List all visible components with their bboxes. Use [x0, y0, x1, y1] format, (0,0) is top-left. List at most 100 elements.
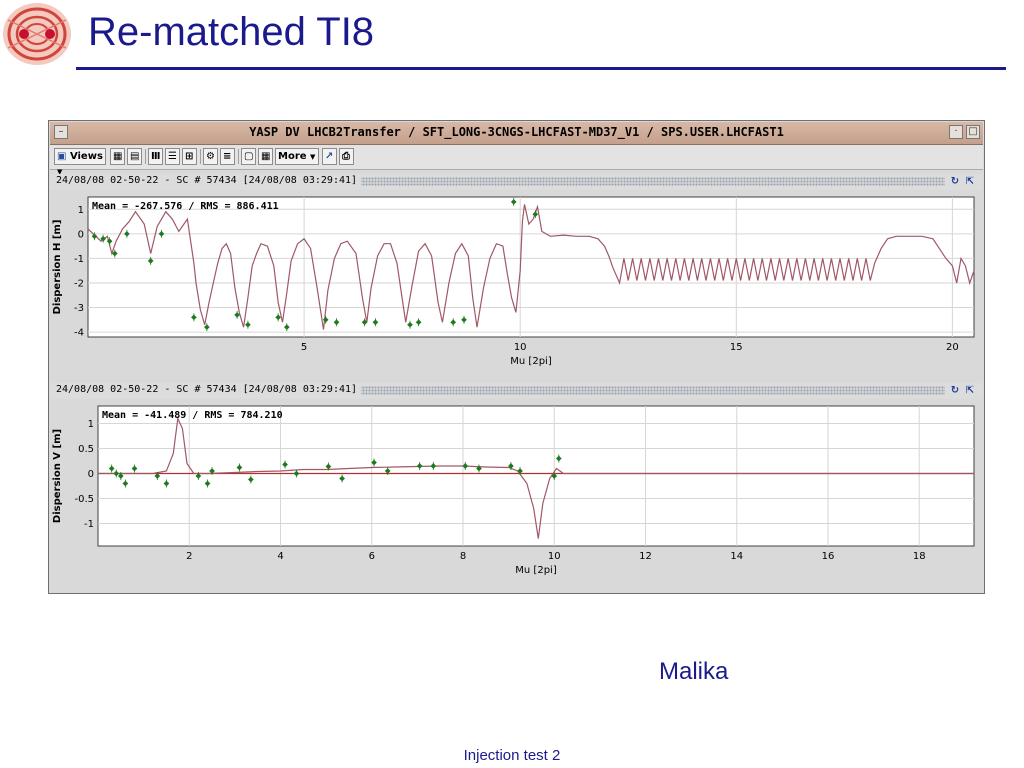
- y-tick-label: 0: [88, 469, 94, 480]
- panel-v-header: 24/08/08 02-50-22 - SC # 57434 [24/08/08…: [50, 383, 983, 399]
- measurement-point: [275, 314, 281, 321]
- views-label: Views: [69, 151, 103, 162]
- x-tick-label: 18: [913, 551, 926, 562]
- chevron-down-icon: ▼: [57, 168, 63, 176]
- measurement-point: [384, 468, 391, 474]
- measurement-point: [361, 319, 368, 326]
- measurement-point: [415, 319, 422, 326]
- minimize-button[interactable]: ·: [949, 125, 963, 139]
- measurement-point: [147, 258, 154, 264]
- y-tick-label: -2: [74, 278, 84, 289]
- title-underline: [76, 67, 1006, 70]
- toolbar-divider: [200, 149, 201, 164]
- measurement-point: [283, 324, 290, 331]
- author-name: Malika: [659, 658, 729, 685]
- x-tick-label: 8: [460, 551, 466, 562]
- y-tick-label: 0: [78, 229, 84, 240]
- model-curve: [98, 416, 974, 539]
- layout-grid-icon[interactable]: ▦: [110, 148, 125, 165]
- toolbar: ▣ Views ▼ ▦ ▤ Ⅲ ☰ ⊞ ⚙ ≡ ▢ ▦ More ▼ ↗ ⎙: [50, 145, 983, 176]
- measurement-point: [113, 470, 120, 477]
- measurement-point: [163, 480, 170, 487]
- measurement-point: [372, 319, 379, 326]
- x-tick-label: 20: [946, 342, 959, 353]
- detach-icon[interactable]: ⇱: [965, 176, 975, 187]
- views-icon: ▣: [57, 151, 67, 162]
- more-label: More: [278, 151, 307, 162]
- columns-icon[interactable]: Ⅲ: [148, 148, 163, 165]
- measurement-point: [100, 235, 106, 242]
- window-title: YASP DV LHCB2Transfer / SFT_LONG-3CNGS-L…: [249, 125, 784, 139]
- y-tick-label: 1: [78, 205, 84, 216]
- panel-header-grip: [344, 177, 945, 186]
- y-tick-label: -4: [74, 328, 84, 339]
- x-tick-label: 5: [301, 342, 307, 353]
- print-icon[interactable]: ⎙: [339, 148, 354, 165]
- x-tick-label: 15: [730, 342, 743, 353]
- x-tick-label: 6: [369, 551, 375, 562]
- rows-icon[interactable]: ☰: [165, 148, 180, 165]
- measurement-point: [293, 470, 300, 477]
- panel-header-grip: [344, 386, 945, 395]
- measurement-point: [117, 473, 124, 479]
- panel-v-header-text: 24/08/08 02-50-22 - SC # 57434 [24/08/08…: [56, 384, 362, 395]
- stats-annotation: Mean = -267.576 / RMS = 886.411: [92, 201, 279, 212]
- chevron-down-icon: ▼: [310, 153, 316, 161]
- measurement-point: [325, 463, 332, 470]
- measurement-point: [154, 473, 161, 479]
- window-menu-button[interactable]: –: [54, 125, 68, 139]
- y-tick-label: -1: [84, 519, 94, 530]
- window-titlebar[interactable]: – YASP DV LHCB2Transfer / SFT_LONG-3CNGS…: [50, 122, 983, 145]
- tiles-icon[interactable]: ⊞: [182, 148, 197, 165]
- layout-split-icon[interactable]: ▤: [127, 148, 142, 165]
- x-tick-label: 14: [730, 551, 743, 562]
- measurement-point: [209, 468, 215, 474]
- stats-annotation: Mean = -41.489 / RMS = 784.210: [102, 410, 283, 421]
- x-tick-label: 4: [277, 551, 283, 562]
- x-tick-label: 2: [186, 551, 192, 562]
- measurement-point: [131, 465, 138, 472]
- more-button[interactable]: More ▼: [275, 148, 319, 165]
- measurement-point: [476, 465, 482, 472]
- slide-footer: Injection test 2: [463, 747, 561, 764]
- y-tick-label: -0.5: [74, 494, 94, 505]
- x-tick-label: 16: [822, 551, 835, 562]
- slide-title: Re-matched TI8: [88, 10, 375, 54]
- lhc-logo: [3, 3, 71, 65]
- model-curve: [87, 204, 975, 330]
- toolbar-divider: [145, 149, 146, 164]
- y-tick-label: 1: [88, 419, 94, 430]
- measurement-point: [450, 319, 457, 326]
- x-tick-label: 12: [639, 551, 652, 562]
- x-tick-label: 10: [548, 551, 561, 562]
- panel-h-header-text: 24/08/08 02-50-22 - SC # 57434 [24/08/08…: [56, 175, 362, 186]
- measurement-point: [248, 476, 254, 483]
- export-icon[interactable]: ↗: [322, 148, 337, 165]
- measurement-point: [551, 473, 558, 479]
- measurement-point: [339, 475, 345, 482]
- refresh-icon[interactable]: ↻: [950, 176, 960, 187]
- measurement-point: [245, 321, 251, 328]
- y-axis-label: Dispersion V [m]: [52, 429, 63, 523]
- detach-icon[interactable]: ⇱: [965, 385, 975, 396]
- measurement-point: [236, 464, 243, 471]
- x-axis-label: Mu [2pi]: [510, 356, 552, 367]
- measurement-point: [407, 321, 413, 328]
- x-tick-label: 10: [514, 342, 527, 353]
- settings-icon[interactable]: ⚙: [203, 148, 218, 165]
- measurement-point: [204, 480, 211, 487]
- yasp-window: – YASP DV LHCB2Transfer / SFT_LONG-3CNGS…: [48, 120, 985, 594]
- measurement-point: [532, 211, 539, 218]
- measurement-point: [204, 324, 210, 331]
- refresh-icon[interactable]: ↻: [950, 385, 960, 396]
- measurement-point: [508, 463, 514, 469]
- list-icon[interactable]: ≡: [220, 148, 235, 165]
- blank-icon[interactable]: ▢: [241, 148, 256, 165]
- y-tick-label: -3: [74, 303, 84, 314]
- maximize-button[interactable]: □: [966, 125, 980, 139]
- views-button[interactable]: ▣ Views ▼: [54, 148, 106, 176]
- measurement-point: [191, 314, 197, 321]
- measurement-point: [517, 468, 523, 474]
- table-icon[interactable]: ▦: [258, 148, 273, 165]
- y-tick-label: 0.5: [78, 444, 94, 455]
